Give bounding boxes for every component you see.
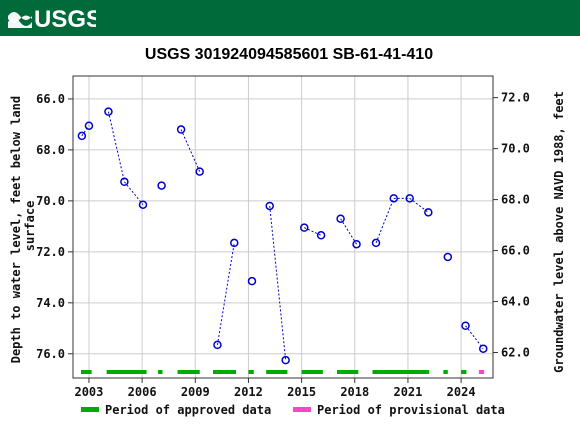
data-point (176, 125, 186, 134)
data-line-segment (340, 218, 357, 245)
data-point (352, 239, 361, 249)
data-line-segment (269, 205, 287, 361)
x-tick-label: 2015 (287, 385, 316, 399)
approved-period-bar (372, 370, 430, 374)
approved-period-bar (106, 370, 147, 374)
data-line-segment (216, 242, 235, 345)
right-y-axis-label: Groundwater level above NAVD 1988, feet (552, 91, 566, 373)
period-bars (80, 370, 485, 374)
right-y-tick-label: 62.0 (501, 346, 530, 360)
x-tick-label: 2018 (340, 385, 369, 399)
data-point (424, 208, 433, 217)
data-point (77, 131, 87, 141)
data-line-segment (465, 325, 484, 349)
data-point (213, 340, 222, 350)
plot-area (72, 75, 494, 379)
data-point (281, 355, 290, 365)
left-y-tick-label: 72.0 (36, 245, 65, 259)
left-y-tick-label: 70.0 (36, 194, 65, 208)
usgs-logo-text: USGS (34, 6, 96, 32)
approved-period-bar (80, 370, 92, 374)
provisional-period-bar (478, 370, 485, 374)
data-point (138, 200, 148, 209)
right-y-tick-label: 68.0 (501, 193, 530, 207)
legend-approved-label: Period of approved data (105, 403, 271, 417)
right-y-tick-label: 70.0 (501, 142, 530, 156)
data-line-segment (124, 181, 144, 206)
data-point (479, 344, 488, 353)
chart-title: USGS 301924094585601 SB-61-41-410 (145, 46, 433, 63)
legend-provisional-swatch (293, 407, 311, 412)
data-line-segment (107, 111, 125, 182)
data-point (157, 181, 166, 190)
legend: Period of approved data Period of provis… (81, 403, 505, 417)
x-tick-label: 2003 (74, 385, 103, 399)
data-point (230, 238, 239, 248)
data-point (461, 321, 470, 331)
approved-period-bar (213, 370, 237, 374)
data-point (405, 194, 414, 203)
approved-period-bar (177, 370, 200, 374)
x-tick-label: 2012 (234, 385, 263, 399)
data-point (336, 214, 345, 223)
x-tick-label: 2006 (128, 385, 157, 399)
data-point (316, 231, 326, 240)
usgs-logo: USGS (8, 6, 96, 32)
approved-period-bar (301, 370, 323, 374)
grid-lines (73, 76, 493, 378)
data-point (300, 223, 309, 232)
data-point (371, 238, 381, 248)
data-point (389, 194, 399, 203)
data-line-segment (180, 129, 201, 172)
data-line-segment (375, 198, 395, 244)
data-line-segments (81, 111, 484, 361)
right-y-tick-label: 66.0 (501, 244, 530, 258)
legend-provisional-label: Period of provisional data (317, 403, 505, 417)
data-point (265, 201, 274, 211)
approved-period-bar (248, 370, 254, 374)
left-y-tick-label: 76.0 (36, 347, 65, 361)
approved-period-bar (158, 370, 163, 374)
data-point (195, 167, 204, 176)
data-point (84, 121, 94, 130)
approved-period-bar (443, 370, 448, 374)
left-y-tick-label: 66.0 (36, 92, 65, 106)
right-y-tick-label: 72.0 (501, 91, 530, 105)
data-point (120, 177, 129, 187)
x-tick-label: 2024 (447, 385, 476, 399)
data-points (77, 107, 488, 365)
left-y-axis-label: Depth to water level, feet below land su… (9, 89, 37, 364)
approved-period-bar (461, 370, 467, 374)
hydrograph-chart: USGS 301924094585601 SB-61-41-410 2003 20… (9, 46, 566, 417)
data-point (104, 107, 113, 116)
data-point (247, 276, 257, 286)
data-line-segment (304, 227, 322, 236)
approved-period-bar (266, 370, 288, 374)
legend-approved-swatch (81, 407, 99, 412)
left-y-tick-label: 74.0 (36, 296, 65, 310)
right-y-tick-label: 64.0 (501, 295, 530, 309)
left-y-axis-label-line-2: surface (23, 201, 37, 252)
x-tick-label: 2021 (393, 385, 422, 399)
x-tick-label: 2009 (181, 385, 210, 399)
right-y-axis-ticks: 62.0 64.0 66.0 68.0 70.0 72.0 (493, 91, 530, 360)
left-y-axis-ticks: 66.0 68.0 70.0 72.0 74.0 76.0 (36, 92, 73, 361)
approved-period-bar (337, 370, 359, 374)
x-axis-ticks: 2003 2006 2009 2012 2015 2018 2021 2024 (74, 378, 476, 399)
left-y-axis-label-line-1: Depth to water level, feet below land (9, 96, 23, 363)
data-point (443, 252, 453, 262)
usgs-header-bar: USGS (0, 0, 580, 36)
left-y-tick-label: 68.0 (36, 143, 65, 157)
